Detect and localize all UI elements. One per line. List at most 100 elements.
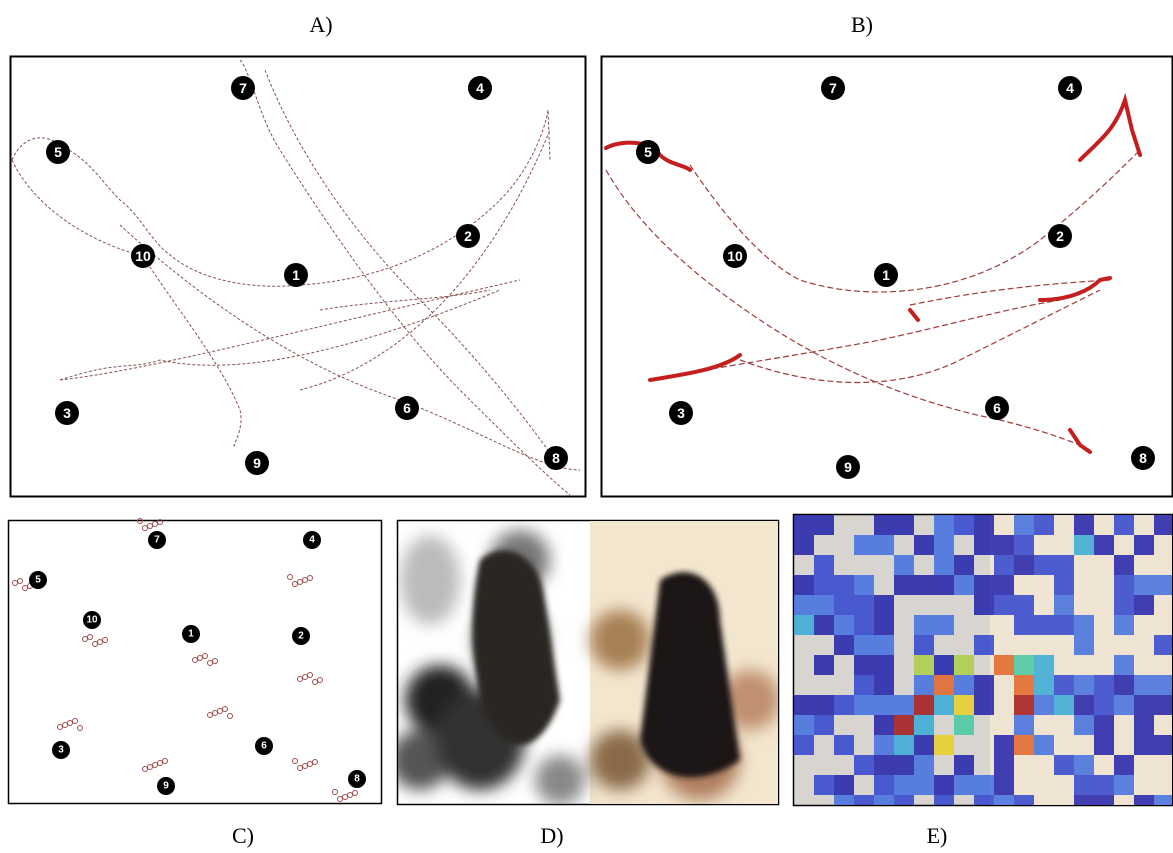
- heat-cell: [1014, 735, 1034, 755]
- heat-cell: [854, 755, 874, 775]
- heat-cell: [834, 695, 854, 715]
- heat-cell: [854, 575, 874, 595]
- heat-cell: [1094, 795, 1114, 815]
- heat-cell: [854, 595, 874, 615]
- heat-cell: [914, 615, 934, 635]
- heat-cell: [1134, 735, 1154, 755]
- heat-cell: [814, 715, 834, 735]
- heat-cell: [874, 635, 894, 655]
- heat-cell: [934, 735, 954, 755]
- heat-cell: [994, 555, 1014, 575]
- heat-cell: [874, 535, 894, 555]
- marker-label: 10: [86, 615, 98, 626]
- heat-cell: [994, 795, 1014, 815]
- heat-cell: [1154, 675, 1173, 695]
- heat-cell: [834, 575, 854, 595]
- heat-cell: [1034, 735, 1054, 755]
- heat-cell: [1034, 515, 1054, 535]
- heat-cell: [1054, 595, 1074, 615]
- heat-cell: [994, 655, 1014, 675]
- heat-cell: [1014, 675, 1034, 695]
- heat-cell: [974, 775, 994, 795]
- marker-label: 8: [354, 774, 360, 785]
- heat-cell: [1094, 775, 1114, 795]
- heat-cell: [974, 795, 994, 815]
- marker-label: 4: [309, 535, 315, 546]
- marker-label: 3: [677, 405, 685, 421]
- heat-cell: [1054, 675, 1074, 695]
- marker-label: 4: [476, 80, 484, 96]
- heat-cell: [934, 615, 954, 635]
- heat-cell: [874, 615, 894, 635]
- heat-cell: [954, 575, 974, 595]
- heat-cell: [854, 635, 874, 655]
- heat-cell: [934, 515, 954, 535]
- heat-cell: [814, 775, 834, 795]
- heat-cell: [794, 735, 814, 755]
- marker-label: 10: [135, 248, 151, 264]
- heat-cell: [1154, 735, 1173, 755]
- heat-cell: [934, 775, 954, 795]
- heat-cell: [1114, 575, 1134, 595]
- marker-label: 1: [188, 629, 194, 640]
- heat-cell: [874, 735, 894, 755]
- heat-cell: [994, 775, 1014, 795]
- heat-cell: [1114, 615, 1134, 635]
- marker-label: 6: [403, 400, 411, 416]
- heat-cell: [854, 795, 874, 815]
- heat-cell: [854, 535, 874, 555]
- heat-cell: [814, 515, 834, 535]
- heat-cell: [974, 535, 994, 555]
- heat-cell: [1054, 755, 1074, 775]
- panel-label: A): [309, 12, 332, 37]
- heat-cell: [814, 595, 834, 615]
- heat-cell: [994, 735, 1014, 755]
- heat-cell: [1034, 695, 1054, 715]
- heat-cell: [914, 575, 934, 595]
- heat-cell: [934, 795, 954, 815]
- heat-cell: [1014, 595, 1034, 615]
- marker-label: 5: [54, 144, 62, 160]
- heat-cell: [1114, 775, 1134, 795]
- heat-cell: [994, 535, 1014, 555]
- heat-cell: [1154, 795, 1173, 815]
- heat-cell: [794, 595, 814, 615]
- heat-cell: [954, 555, 974, 575]
- heat-cell: [914, 695, 934, 715]
- heat-cell: [1134, 715, 1154, 735]
- heat-cell: [934, 535, 954, 555]
- heat-cell: [834, 795, 854, 815]
- heat-cell: [894, 695, 914, 715]
- heat-cell: [934, 695, 954, 715]
- heat-cell: [894, 755, 914, 775]
- heat-cell: [1034, 555, 1054, 575]
- heat-cell: [954, 515, 974, 535]
- heat-cell: [914, 655, 934, 675]
- heat-cell: [994, 595, 1014, 615]
- heat-cell: [914, 775, 934, 795]
- marker-label: 7: [154, 535, 160, 546]
- marker-label: 6: [261, 741, 267, 752]
- heat-cell: [874, 595, 894, 615]
- heat-cell: [1154, 575, 1173, 595]
- heat-cell: [814, 555, 834, 575]
- heat-cell: [894, 735, 914, 755]
- heat-cell: [874, 775, 894, 795]
- heat-cell: [974, 695, 994, 715]
- heat-cell: [794, 575, 814, 595]
- heat-cell: [914, 535, 934, 555]
- heat-cell: [874, 795, 894, 815]
- heat-cell: [974, 515, 994, 535]
- heat-cell: [1114, 555, 1134, 575]
- heat-cell: [934, 575, 954, 595]
- heat-cell: [854, 695, 874, 715]
- heat-cell: [794, 615, 814, 635]
- heat-cell: [894, 555, 914, 575]
- heat-cell: [854, 615, 874, 635]
- heat-cell: [794, 695, 814, 715]
- heat-cell: [894, 515, 914, 535]
- heat-cell: [874, 675, 894, 695]
- heat-cell: [874, 755, 894, 775]
- heat-cell: [1074, 715, 1094, 735]
- heat-cell: [854, 675, 874, 695]
